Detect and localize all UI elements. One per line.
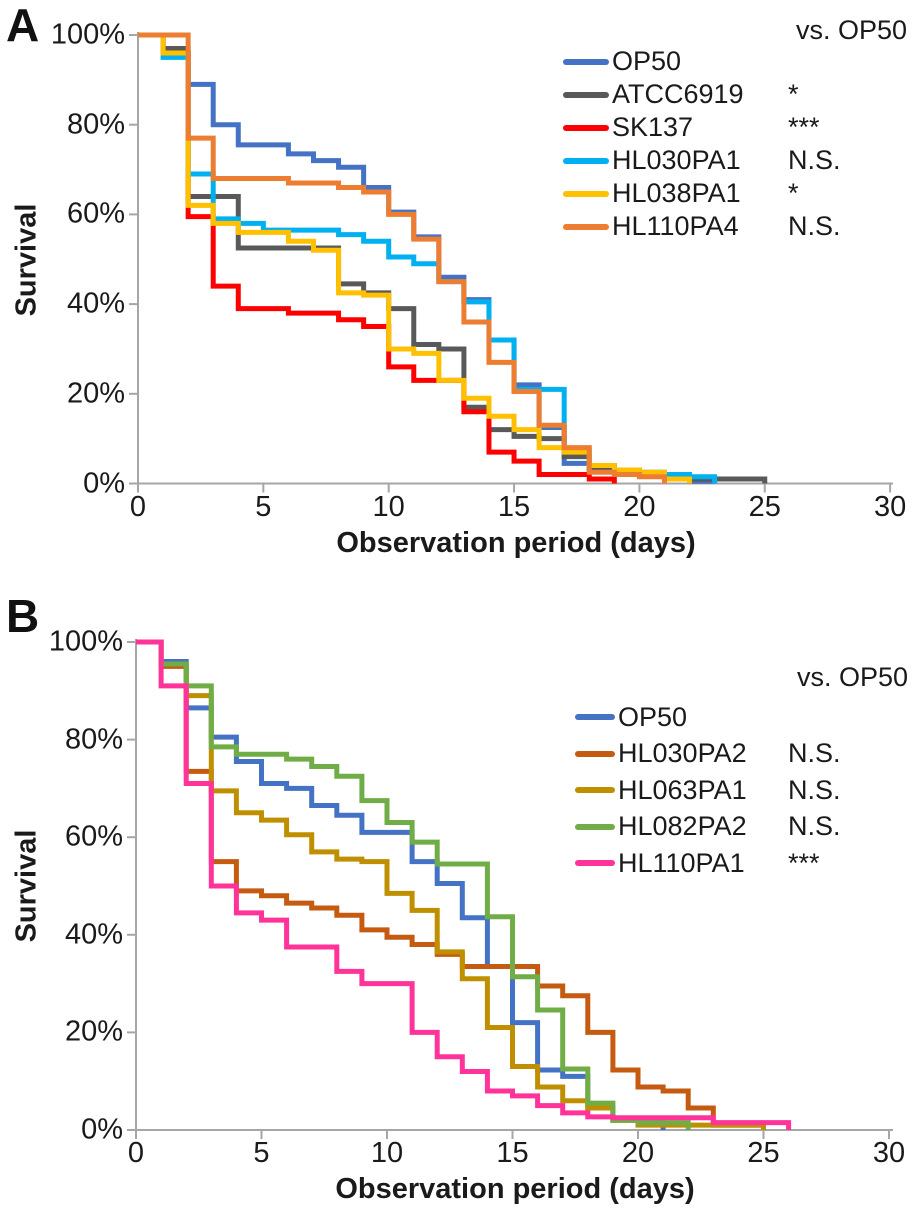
x-tick-label: 20 [623, 491, 656, 523]
panel-b-x-axis-title: Observation period (days) [335, 1173, 695, 1205]
y-tick-label: 100% [48, 625, 123, 658]
legend-color-swatch [575, 823, 615, 830]
legend-color-swatch [563, 190, 609, 197]
survival-curve-HL110PA4 [138, 32, 667, 484]
panel-a-letter: A [6, 0, 40, 51]
legend-significance: *** [788, 847, 820, 878]
legend-color-swatch [575, 714, 615, 721]
legend-significance: N.S. [788, 774, 841, 805]
legend-color-swatch [575, 787, 615, 794]
legend-row: HL030PA1 N.S. [563, 144, 841, 177]
legend-significance: * [788, 79, 799, 109]
legend-series-name: OP50 [612, 46, 682, 76]
legend-series-name: HL038PA1 [612, 178, 741, 208]
y-tick-label: 40% [64, 918, 123, 951]
x-tick-label: 10 [372, 491, 405, 523]
legend-row: HL110PA4 N.S. [563, 210, 841, 243]
legend-row: HL082PA2 N.S. [575, 809, 841, 846]
y-tick-label: 60% [66, 197, 125, 230]
legend-series-name: SK137 [612, 112, 694, 142]
panel-a-x-axis-title: Observation period (days) [336, 527, 696, 559]
legend-row: SK137 *** [563, 111, 841, 144]
legend-row: HL030PA2 N.S. [575, 736, 841, 773]
panel-a-comparison-header: vs. OP50 [795, 15, 907, 45]
legend-series-name: ATCC6919 [612, 79, 744, 109]
legend-significance: N.S. [788, 145, 841, 175]
panel-a-legend: OP50 ATCC6919 * SK137 *** HL030PA1 N.S. … [563, 45, 841, 243]
x-tick-label: 15 [497, 491, 531, 523]
panel-b-y-axis-title: Survival [10, 829, 43, 943]
y-tick-label: 0% [83, 467, 125, 499]
survival-curve-HL082PA2 [136, 639, 691, 1130]
panel-b-letter: B [6, 590, 40, 642]
legend-series-name: HL063PA1 [618, 774, 747, 805]
legend-series-name: HL110PA4 [612, 211, 739, 241]
legend-color-swatch [563, 124, 609, 131]
legend-significance: N.S. [788, 738, 841, 769]
panel-b-legend: OP50 HL030PA2 N.S. HL063PA1 N.S. HL082PA… [575, 699, 841, 882]
legend-color-swatch [575, 860, 615, 867]
legend-series-name: HL030PA1 [612, 145, 741, 175]
survival-curve-HL030PA2 [136, 639, 766, 1130]
legend-significance: *** [788, 112, 820, 142]
legend-row: OP50 [575, 699, 841, 736]
legend-series-name: HL082PA2 [618, 811, 747, 842]
y-tick-label: 100% [50, 18, 125, 51]
x-tick-label: 0 [129, 491, 147, 523]
panel-a-y-axis-title: Survival [10, 203, 43, 317]
x-tick-label: 30 [872, 1137, 906, 1169]
x-tick-label: 20 [621, 1137, 655, 1169]
legend-color-swatch [563, 223, 609, 230]
legend-series-name: HL030PA2 [618, 738, 747, 769]
legend-row: HL110PA1 *** [575, 845, 841, 882]
x-tick-label: 25 [747, 1137, 780, 1169]
legend-row: HL038PA1 * [563, 177, 841, 210]
legend-row: ATCC6919 * [563, 78, 841, 111]
x-tick-label: 10 [370, 1137, 404, 1169]
legend-significance: N.S. [788, 211, 841, 241]
legend-color-swatch [563, 91, 609, 98]
legend-significance: * [788, 178, 799, 208]
survival-curve-HL110PA1 [136, 639, 792, 1130]
y-tick-label: 80% [64, 723, 123, 756]
x-tick-label: 5 [253, 1137, 270, 1169]
y-tick-label: 40% [66, 287, 125, 320]
y-tick-label: 20% [64, 1015, 123, 1048]
survival-curve-SK137 [138, 32, 617, 484]
legend-series-name: OP50 [618, 701, 688, 732]
panel-b-comparison-header: vs. OP50 [796, 662, 908, 692]
legend-row: OP50 [563, 45, 841, 78]
y-tick-label: 60% [64, 820, 123, 853]
legend-color-swatch [563, 58, 609, 65]
x-tick-label: 5 [255, 491, 272, 523]
x-tick-label: 15 [496, 1137, 529, 1169]
legend-series-name: HL110PA1 [618, 847, 745, 878]
y-tick-label: 80% [66, 108, 125, 141]
legend-color-swatch [563, 157, 609, 164]
survival-curve-HL038PA1 [138, 32, 693, 484]
y-tick-label: 0% [81, 1113, 123, 1146]
legend-row: HL063PA1 N.S. [575, 772, 841, 809]
x-tick-label: 30 [873, 491, 907, 523]
legend-significance: N.S. [788, 811, 841, 842]
x-tick-label: 25 [748, 491, 781, 523]
x-tick-label: 0 [127, 1137, 145, 1169]
legend-color-swatch [575, 750, 615, 757]
y-tick-label: 20% [66, 377, 125, 410]
